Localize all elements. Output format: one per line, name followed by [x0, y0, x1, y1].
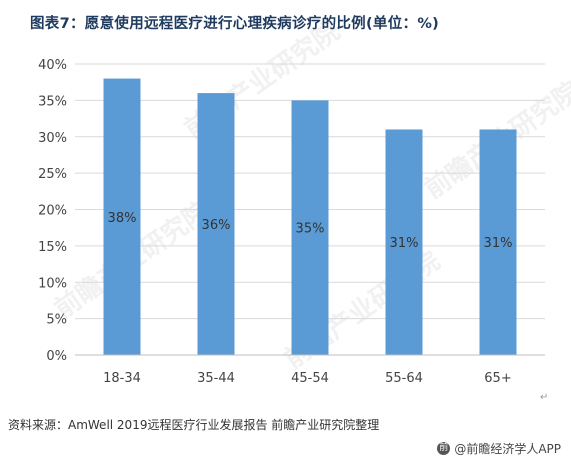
y-tick-label: 40% — [38, 58, 67, 73]
y-tick-label: 30% — [38, 131, 67, 146]
data-label: 31% — [484, 236, 513, 251]
bar — [385, 129, 423, 355]
y-tick-label: 25% — [38, 167, 67, 182]
y-tick-label: 0% — [46, 349, 67, 364]
data-label: 36% — [202, 218, 231, 233]
x-tick-label: 45-54 — [291, 371, 329, 386]
chart-area: 0% 5% 10% 15% 20% 25% 30% 35% 40% 38% 18-34 36% 35-4… — [0, 40, 571, 415]
y-tick-label: 10% — [38, 276, 67, 291]
brand-credit: 前 @前瞻经济学人APP — [437, 440, 561, 457]
x-tick-label: 55-64 — [385, 371, 423, 386]
bar-chart: 0% 5% 10% 15% 20% 25% 30% 35% 40% 38% 18-34 36% 35-4… — [38, 58, 545, 386]
x-tick-label: 35-44 — [197, 371, 235, 386]
brand-label: @前瞻经济学人APP — [454, 442, 561, 456]
chart-title: 图表7：愿意使用远程医疗进行心理疾病诊疗的比例(单位：%) — [30, 16, 440, 32]
y-tick-label: 35% — [38, 94, 67, 109]
data-label: 38% — [108, 211, 137, 226]
x-tick-label: 65+ — [484, 371, 511, 386]
y-tick-label: 15% — [38, 240, 67, 255]
bar — [103, 78, 141, 356]
corner-mark-icon: ↵ — [540, 392, 549, 403]
x-tick-label: 18-34 — [103, 371, 141, 386]
source-note: 资料来源：AmWell 2019远程医疗行业发展报告 前瞻产业研究院整理 — [8, 418, 380, 432]
y-tick-label: 20% — [38, 204, 67, 219]
logo-icon: 前 — [437, 442, 451, 455]
data-label: 35% — [296, 222, 325, 237]
bar — [479, 129, 517, 355]
bar — [291, 100, 329, 355]
bar — [197, 93, 235, 355]
data-label: 31% — [390, 236, 419, 251]
y-tick-label: 5% — [46, 313, 67, 328]
